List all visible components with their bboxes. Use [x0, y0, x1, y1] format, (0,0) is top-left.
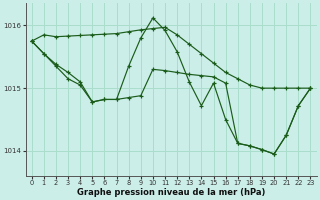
- X-axis label: Graphe pression niveau de la mer (hPa): Graphe pression niveau de la mer (hPa): [77, 188, 265, 197]
